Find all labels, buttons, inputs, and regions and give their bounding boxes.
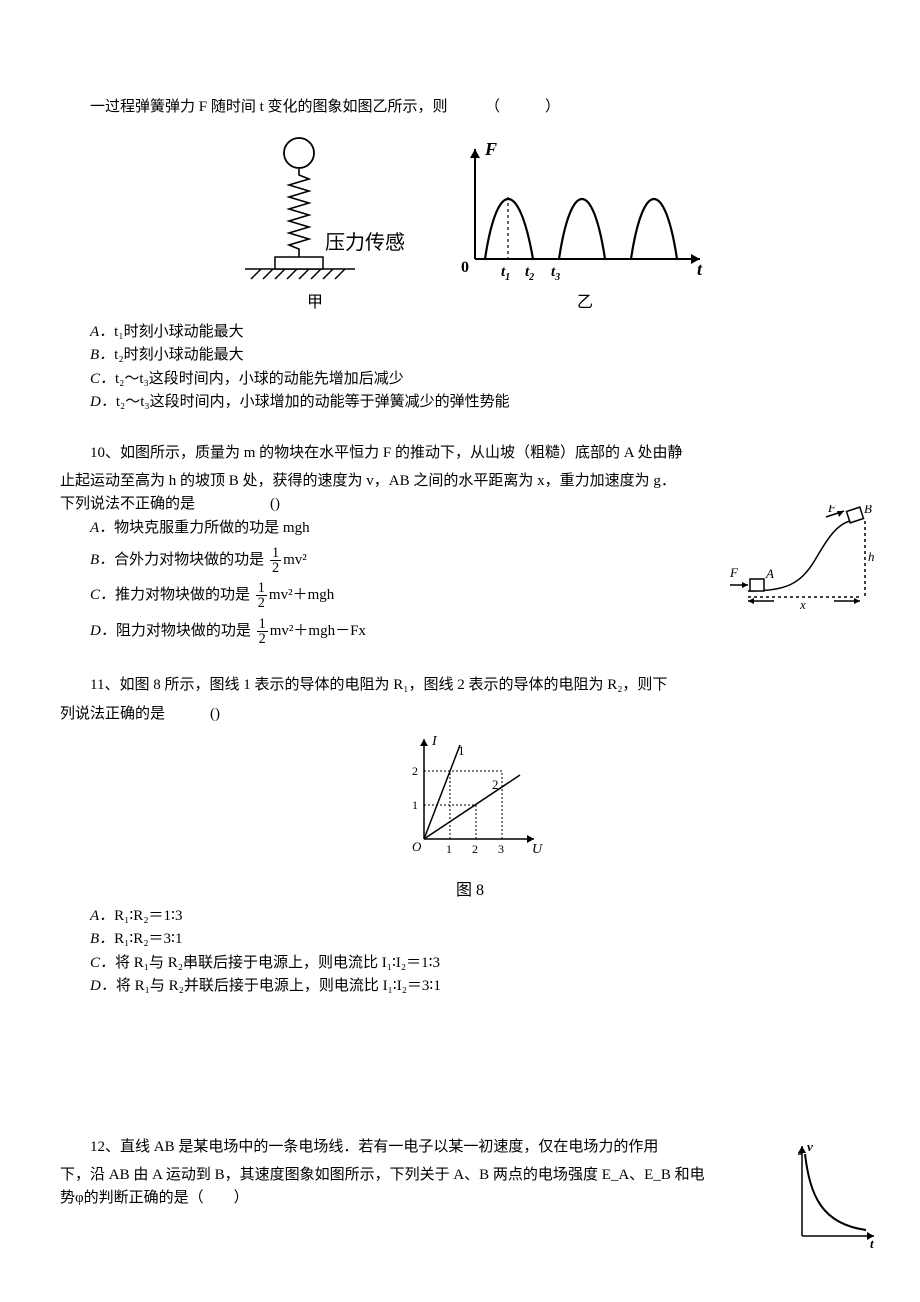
q9-options: A．t₁时刻小球动能最大 B．t₂时刻小球动能最大 C．t₂～t₃这段时间内，小… xyxy=(60,321,880,414)
q11-option-c: C．将 R₁与 R₂串联后接于电源上，则电流比 I₁∶I₂＝1∶3 xyxy=(90,952,880,975)
svg-text:1: 1 xyxy=(458,743,465,758)
svg-text:A: A xyxy=(765,566,774,581)
q9-fig-jia: 压力传感器 甲 xyxy=(225,129,405,315)
q9-option-c: C．t₂～t₃这段时间内，小球的动能先增加后减少 xyxy=(90,368,880,391)
svg-text:1: 1 xyxy=(446,842,452,856)
svg-text:v: v xyxy=(807,1140,813,1154)
q9-fig-sensor-label: 压力传感器 xyxy=(325,231,405,254)
q11-fig-caption: 图 8 xyxy=(60,879,880,903)
svg-text:t: t xyxy=(697,259,703,279)
q9-option-b: B．t₂时刻小球动能最大 xyxy=(90,344,880,367)
q9-fig-jia-svg: 压力传感器 xyxy=(225,129,405,289)
svg-text:0: 0 xyxy=(461,259,469,276)
svg-text:U: U xyxy=(532,842,543,857)
q11-stem: 11、如图 8 所示，图线 1 表示的导体的电阻为 R₁，图线 2 表示的导体的… xyxy=(60,674,880,725)
q9-figures-row: 压力传感器 甲 F t xyxy=(60,129,880,315)
svg-text:t: t xyxy=(870,1236,874,1250)
svg-text:2: 2 xyxy=(492,777,499,792)
svg-text:F: F xyxy=(827,505,837,515)
q9-fig-yi: F t 0 t1 t2 t3 乙 xyxy=(455,139,715,315)
q11-option-a: A．R₁∶R₂＝1∶3 xyxy=(90,905,880,928)
q9-fig-yi-svg: F t 0 t1 t2 t3 xyxy=(455,139,715,289)
svg-text:3: 3 xyxy=(498,842,504,856)
svg-text:B: B xyxy=(864,505,872,516)
svg-text:t3: t3 xyxy=(551,264,560,283)
svg-text:t2: t2 xyxy=(525,264,534,283)
q9-fig-yi-caption: 乙 xyxy=(577,291,593,315)
svg-text:h: h xyxy=(868,549,875,564)
svg-text:1: 1 xyxy=(412,798,418,812)
q9-stem: 一过程弹簧弹力 F 随时间 t 变化的图象如图乙所示，则 （ ） xyxy=(60,96,880,119)
page: 一过程弹簧弹力 F 随时间 t 变化的图象如图乙所示，则 （ ） xyxy=(0,0,920,1302)
q10-stem: 10、如图所示，质量为 m 的物块在水平恒力 F 的推动下，从山坡（粗糙）底部的… xyxy=(60,442,880,516)
svg-text:x: x xyxy=(799,597,806,612)
q11-option-d: D．将 R₁与 R₂并联后接于电源上，则电流比 I₁∶I₂＝3∶1 xyxy=(90,975,880,998)
svg-text:2: 2 xyxy=(412,764,418,778)
q11-fig: I U O 1 2 3 1 2 1 2 xyxy=(390,729,550,869)
q9-option-a: A．t₁时刻小球动能最大 xyxy=(90,321,880,344)
q10-option-d: D．阻力对物块做的功是 12mv²＋mgh－Fx xyxy=(90,617,880,647)
q9-fig-jia-caption: 甲 xyxy=(307,291,323,315)
q9-option-d: D．t₂～t₃这段时间内，小球增加的动能等于弹簧减少的弹性势能 xyxy=(90,391,880,414)
q11-option-b: B．R₁∶R₂＝3∶1 xyxy=(90,928,880,951)
q11-options: A．R₁∶R₂＝1∶3 B．R₁∶R₂＝3∶1 C．将 R₁与 R₂串联后接于电… xyxy=(60,905,880,998)
svg-text:O: O xyxy=(412,839,422,854)
svg-text:F: F xyxy=(730,565,739,580)
svg-text:F: F xyxy=(484,139,497,159)
q12-fig: v t xyxy=(790,1140,880,1250)
q12-stem: 12、直线 AB 是某电场中的一条电场线．若有一电子以某一初速度，仅在电场力的作… xyxy=(60,1136,880,1210)
svg-text:I: I xyxy=(431,734,438,749)
svg-text:t1: t1 xyxy=(501,264,510,283)
svg-text:2: 2 xyxy=(472,842,478,856)
q10-fig: F F A B h x xyxy=(730,505,880,615)
